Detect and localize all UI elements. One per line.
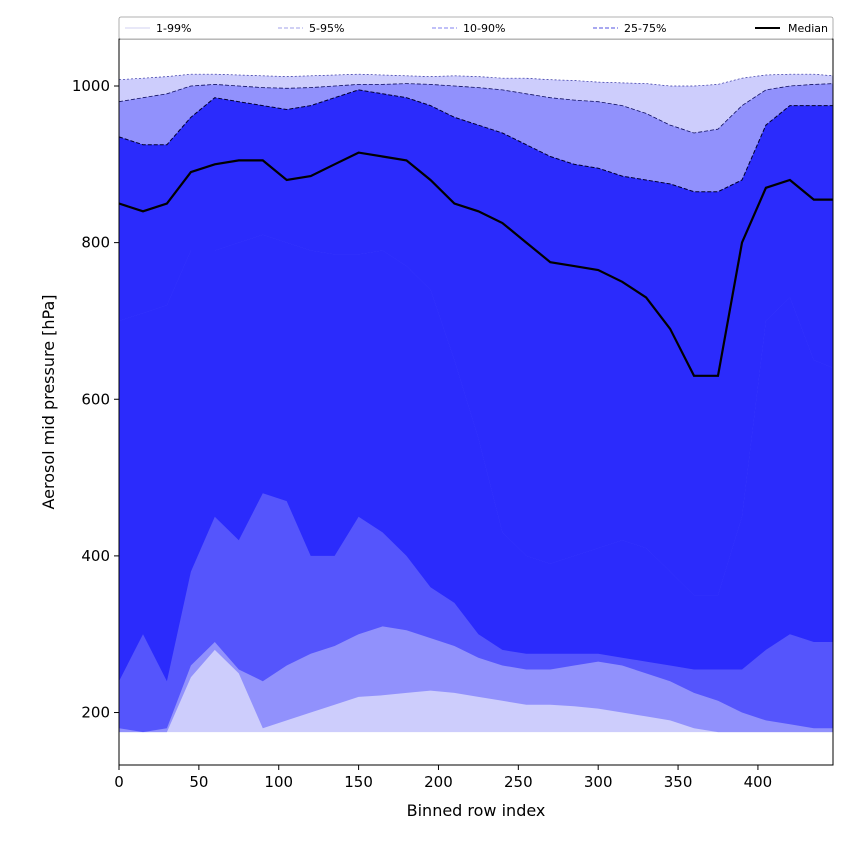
x-tick-label: 250 bbox=[504, 773, 533, 791]
y-tick-label: 200 bbox=[81, 704, 110, 722]
y-tick-label: 600 bbox=[81, 390, 110, 408]
y-tick-label: 1000 bbox=[72, 77, 110, 95]
line-95 bbox=[118, 83, 834, 134]
x-tick-label: 100 bbox=[264, 773, 293, 791]
y-axis-title: Aerosol mid pressure [hPa] bbox=[39, 294, 58, 509]
x-tick-label: 300 bbox=[584, 773, 613, 791]
x-tick-label: 50 bbox=[189, 773, 208, 791]
percentile-bands bbox=[118, 73, 834, 733]
x-tick-label: 150 bbox=[344, 773, 373, 791]
legend-label: 1-99% bbox=[156, 22, 191, 35]
y-axis: 200 400 600 800 1000 bbox=[72, 77, 119, 722]
band-25-75-upper bbox=[119, 89, 833, 596]
legend: 1-99% 5-95% 10-90% 25-75% Median bbox=[118, 16, 834, 40]
legend-label: 5-95% bbox=[309, 22, 344, 35]
median-layer bbox=[118, 151, 833, 377]
line-90 bbox=[118, 89, 833, 193]
x-axis-title: Binned row index bbox=[407, 801, 546, 820]
x-tick-label: 0 bbox=[114, 773, 124, 791]
legend-label: 25-75% bbox=[624, 22, 666, 35]
x-tick-label: 400 bbox=[744, 773, 773, 791]
legend-label: Median bbox=[788, 22, 828, 35]
x-tick-label: 350 bbox=[664, 773, 693, 791]
line-99 bbox=[118, 73, 834, 87]
x-tick-label: 200 bbox=[424, 773, 453, 791]
legend-frame bbox=[118, 16, 834, 40]
x-axis: 0 50 100 150 200 250 300 350 400 bbox=[114, 765, 772, 791]
median-line bbox=[118, 151, 833, 377]
band-25-75 bbox=[119, 234, 833, 682]
legend-label: 10-90% bbox=[463, 22, 505, 35]
y-tick-label: 400 bbox=[81, 547, 110, 565]
y-tick-label: 800 bbox=[81, 234, 110, 252]
